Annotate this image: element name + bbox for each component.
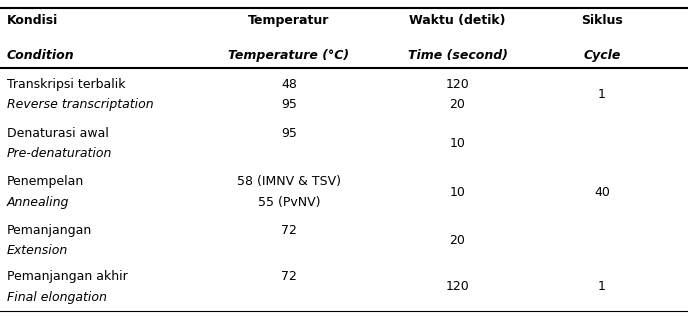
Text: Kondisi: Kondisi (7, 14, 58, 27)
Text: Annealing: Annealing (7, 196, 69, 209)
Text: Reverse transcriptation: Reverse transcriptation (7, 98, 153, 111)
Text: 120: 120 (446, 78, 469, 91)
Text: 40: 40 (594, 185, 610, 198)
Text: Waktu (detik): Waktu (detik) (409, 14, 506, 27)
Text: 58 (IMNV & TSV): 58 (IMNV & TSV) (237, 175, 341, 188)
Text: Denaturasi awal: Denaturasi awal (7, 127, 109, 140)
Text: Penempelan: Penempelan (7, 175, 84, 188)
Text: 95: 95 (281, 98, 297, 111)
Text: Pemanjangan akhir: Pemanjangan akhir (7, 270, 128, 283)
Text: 55 (PvNV): 55 (PvNV) (258, 196, 320, 209)
Text: Transkripsi terbalik: Transkripsi terbalik (7, 78, 125, 91)
Text: 20: 20 (449, 234, 466, 247)
Text: Cycle: Cycle (583, 49, 621, 62)
Text: Pemanjangan: Pemanjangan (7, 224, 92, 237)
Text: 10: 10 (449, 185, 466, 198)
Text: Temperature (°C): Temperature (°C) (228, 49, 350, 62)
Text: 1: 1 (598, 88, 606, 101)
Text: Final elongation: Final elongation (7, 290, 107, 303)
Text: Extension: Extension (7, 244, 68, 257)
Text: Siklus: Siklus (581, 14, 623, 27)
Text: 20: 20 (449, 98, 466, 111)
Text: Condition: Condition (7, 49, 74, 62)
Text: 120: 120 (446, 280, 469, 294)
Text: Pre-denaturation: Pre-denaturation (7, 147, 112, 160)
Text: 48: 48 (281, 78, 297, 91)
Text: Temperatur: Temperatur (248, 14, 330, 27)
Text: 95: 95 (281, 127, 297, 140)
Text: 10: 10 (449, 137, 466, 150)
Text: 1: 1 (598, 280, 606, 294)
Text: 72: 72 (281, 270, 297, 283)
Text: Time (second): Time (second) (407, 49, 508, 62)
Text: 72: 72 (281, 224, 297, 237)
